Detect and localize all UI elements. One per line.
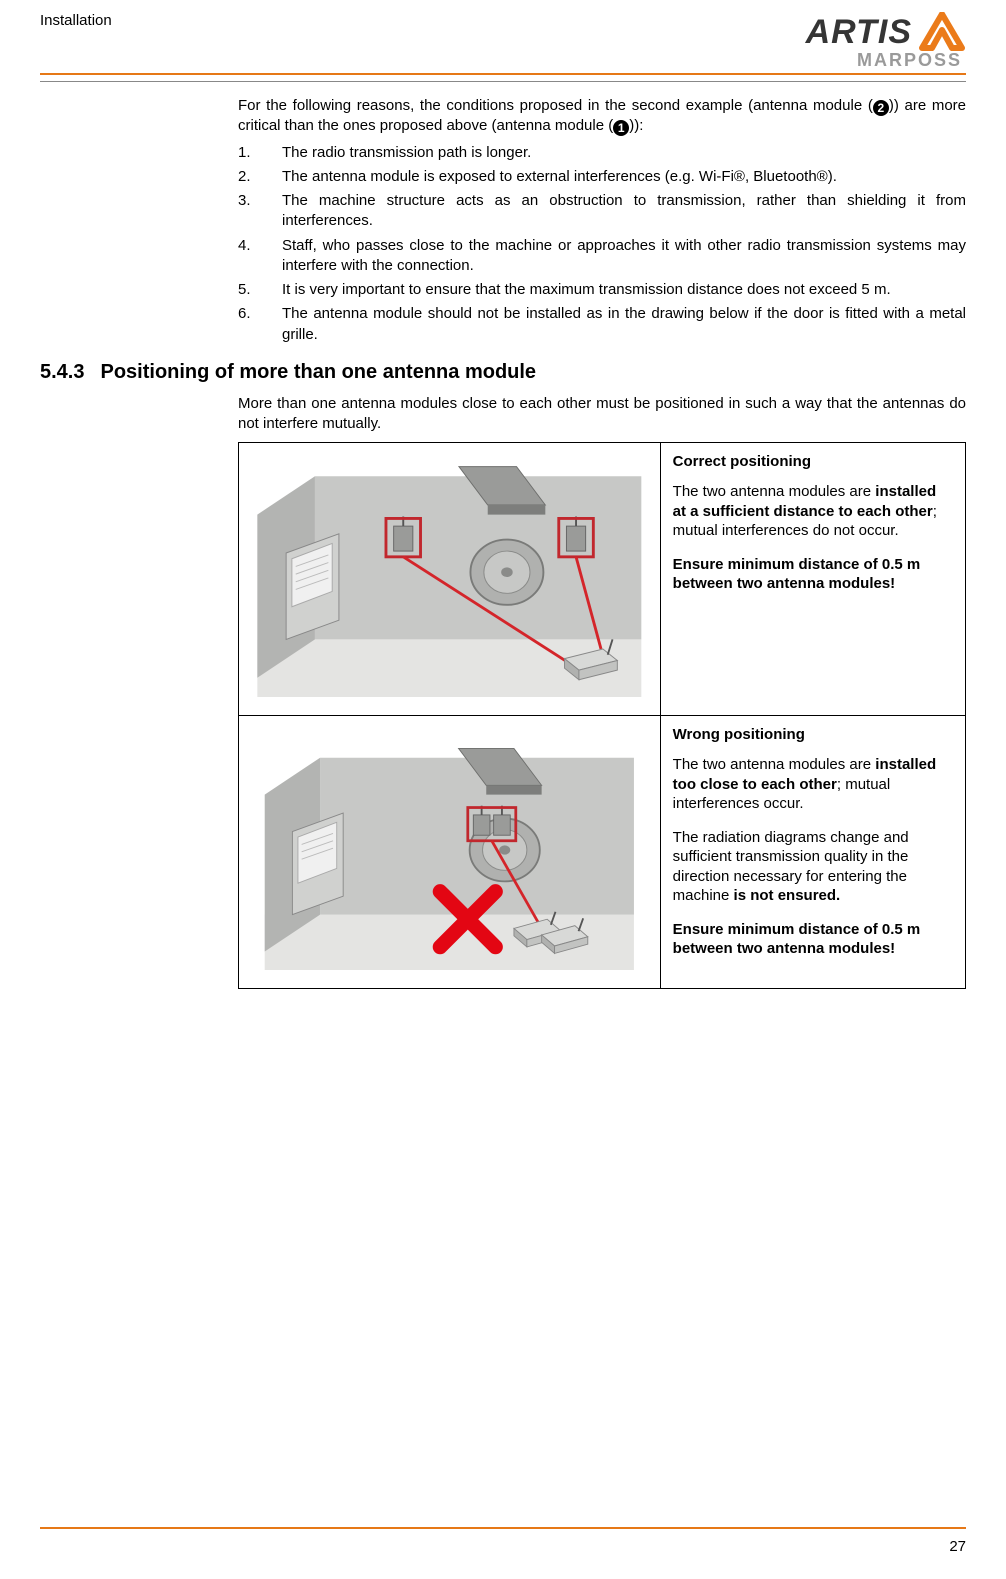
correct-title: Correct positioning [673,453,953,470]
page-number: 27 [949,1538,966,1555]
reason-item: 1.The radio transmission path is longer. [238,143,966,163]
wrong-title: Wrong positioning [673,726,953,743]
wrong-p3: Ensure minimum distance of 0.5 m between… [673,920,953,959]
correct-text-cell: Correct positioning The two antenna modu… [660,443,965,716]
header-rule-gray [40,81,966,82]
correct-p2: Ensure minimum distance of 0.5 m between… [673,555,953,594]
section-intro: More than one antenna modules close to e… [238,394,966,435]
wrong-p2: The radiation diagrams change and suffic… [673,828,953,906]
footer-rule [40,1527,966,1529]
circle-1-icon: 1 [613,120,629,136]
reasons-list: 1.The radio transmission path is longer.… [238,143,966,345]
section-title: Positioning of more than one antenna mod… [100,361,536,384]
reason-item: 3.The machine structure acts as an obstr… [238,191,966,232]
wrong-p1: The two antenna modules are installed to… [673,755,953,814]
wrong-positioning-diagram [253,730,646,970]
correct-p1: The two antenna modules are installed at… [673,482,953,541]
reason-item: 4.Staff, who passes close to the machine… [238,236,966,277]
wrong-text-cell: Wrong positioning The two antenna module… [660,716,965,989]
table-row-wrong: Wrong positioning The two antenna module… [239,716,966,989]
intro-text-c: )): [629,117,643,134]
reason-item: 2.The antenna module is exposed to exter… [238,167,966,187]
header-rule-orange [40,73,966,75]
logo-artis-text: ARTIS [806,13,912,52]
intro-text-a: For the following reasons, the condition… [238,97,873,114]
reason-item: 5.It is very important to ensure that th… [238,280,966,300]
reason-item: 6.The antenna module should not be insta… [238,304,966,345]
intro-paragraph: For the following reasons, the condition… [238,96,966,137]
logo-triangle-icon [918,12,966,52]
positioning-table: Correct positioning The two antenna modu… [238,442,966,989]
table-row-correct: Correct positioning The two antenna modu… [239,443,966,716]
logo-marposs-text: MARPOSS [806,50,966,71]
section-heading: 5.4.3 Positioning of more than one anten… [40,361,966,384]
wrong-diagram-cell [239,716,661,989]
section-number: 5.4.3 [40,361,84,384]
correct-positioning-diagram [253,457,646,697]
correct-diagram-cell [239,443,661,716]
circle-2-icon: 2 [873,100,889,116]
logo-block: ARTIS MARPOSS [806,12,966,71]
header-section-title: Installation [40,12,112,29]
